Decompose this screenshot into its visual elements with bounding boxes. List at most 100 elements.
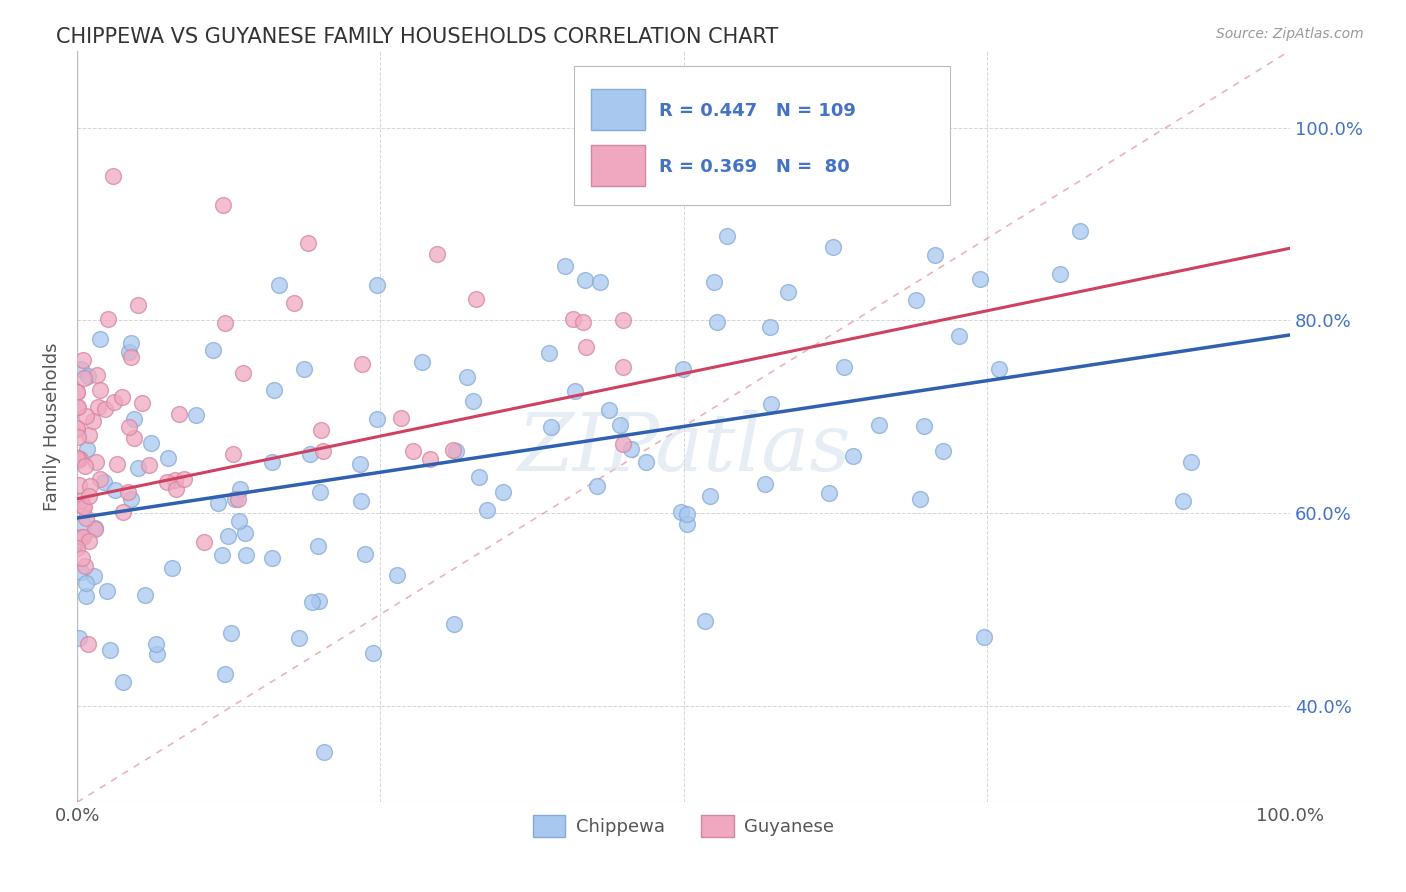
Point (66, 400, 89, 414)
Point (139, 436, 162, 450)
Point (66, 534, 89, 549)
Point (589, 275, 612, 289)
Text: CHIPPEWA VS GUYANESE FAMILY HOUSEHOLDS CORRELATION CHART: CHIPPEWA VS GUYANESE FAMILY HOUSEHOLDS C… (56, 27, 779, 46)
Point (620, 442, 643, 457)
Point (79, 479, 101, 493)
Point (695, 615, 717, 629)
Point (228, 514, 250, 528)
Point (924, 248, 946, 262)
Point (89, 471, 111, 485)
Point (66, 450, 89, 465)
Point (111, 390, 134, 404)
Point (66, 421, 89, 435)
Point (574, 273, 596, 287)
Point (77, 534, 100, 549)
Point (229, 482, 252, 496)
Point (269, 278, 291, 293)
Point (634, 455, 657, 469)
Point (103, 394, 125, 409)
Point (77, 637, 100, 651)
Point (904, 293, 927, 308)
Point (165, 483, 187, 497)
Point (156, 451, 179, 466)
Point (309, 423, 332, 437)
Point (104, 483, 127, 497)
Point (67, 631, 90, 645)
Point (366, 412, 388, 426)
Point (823, 240, 845, 254)
Point (456, 369, 478, 384)
Point (564, 384, 586, 398)
Point (676, 507, 699, 521)
Point (66, 451, 89, 466)
Point (612, 360, 634, 375)
Point (703, 275, 725, 289)
Point (262, 551, 284, 566)
Point (307, 539, 329, 553)
Point (69, 452, 91, 467)
Point (83, 523, 105, 537)
FancyBboxPatch shape (592, 145, 645, 186)
Point (298, 447, 321, 461)
Point (716, 229, 738, 244)
Point (131, 396, 153, 410)
Point (77, 369, 100, 384)
Point (94, 401, 117, 416)
Point (706, 315, 728, 329)
Point (98, 643, 121, 657)
Point (350, 493, 373, 508)
Point (222, 447, 245, 461)
Point (973, 630, 995, 644)
Point (82, 414, 104, 428)
Point (202, 343, 225, 358)
Point (214, 667, 236, 681)
Point (66, 541, 89, 556)
Point (93, 475, 115, 489)
Point (72, 531, 94, 545)
Point (73, 500, 96, 514)
Point (138, 458, 160, 473)
Point (308, 594, 330, 608)
Point (75, 409, 97, 423)
Point (411, 355, 433, 369)
Point (117, 484, 139, 499)
Point (312, 444, 335, 458)
Point (572, 315, 595, 329)
Point (67, 452, 90, 467)
Point (111, 675, 134, 690)
Point (1069, 224, 1091, 238)
Point (173, 472, 195, 486)
Text: ZIPatlas: ZIPatlas (517, 410, 851, 488)
Point (76, 442, 98, 456)
Point (134, 588, 156, 602)
Point (70, 565, 93, 579)
Point (167, 408, 190, 422)
Point (754, 476, 776, 491)
Text: R = 0.447   N = 109: R = 0.447 N = 109 (659, 102, 856, 120)
Point (468, 470, 491, 484)
Point (540, 419, 562, 434)
Point (260, 455, 283, 469)
Point (233, 525, 256, 540)
Point (354, 547, 377, 561)
Point (75, 510, 97, 524)
Point (219, 626, 242, 640)
FancyBboxPatch shape (575, 66, 950, 205)
Point (283, 295, 305, 310)
Point (832, 359, 855, 374)
Point (75, 590, 97, 604)
Point (609, 418, 631, 433)
Point (70, 530, 93, 544)
Point (361, 646, 384, 660)
Point (120, 351, 142, 365)
Point (292, 362, 315, 376)
Point (575, 340, 598, 354)
Point (969, 272, 991, 286)
Point (211, 548, 233, 562)
Point (699, 489, 721, 503)
Point (349, 457, 371, 471)
Point (217, 528, 239, 542)
Point (1049, 268, 1071, 282)
Point (419, 451, 441, 466)
Point (69, 533, 91, 548)
